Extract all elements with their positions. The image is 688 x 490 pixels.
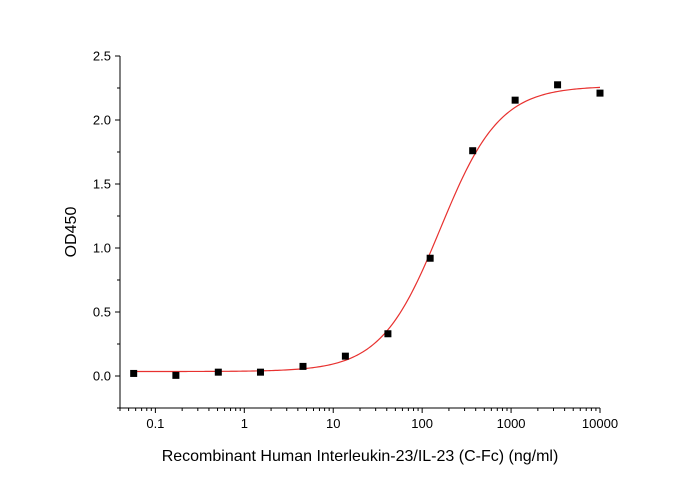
plot-area [130,81,604,379]
data-point [341,352,349,360]
data-point [596,89,604,97]
x-tick-label: 1000 [497,416,526,431]
y-axis-title: OD450 [63,207,80,258]
data-point [426,254,434,262]
y-tick-label: 0.5 [93,305,111,320]
x-tick-label: 10 [326,416,340,431]
fit-curve [133,86,601,373]
y-tick-label: 0.0 [93,369,111,384]
y-tick-label: 2.0 [93,113,111,128]
data-point [384,330,392,338]
data-point [511,96,519,104]
data-point [172,371,180,379]
y-tick-label: 2.5 [93,49,111,64]
y-tick-label: 1.0 [93,241,111,256]
x-tick-label: 10000 [582,416,618,431]
data-point [554,81,562,89]
data-point [256,368,264,376]
x-tick-label: 0.1 [146,416,164,431]
y-ticks: 0.0 0.5 1.0 1.5 2.0 2.5 [93,49,120,409]
x-tick-label: 100 [411,416,433,431]
x-axis-title: Recombinant Human Interleukin-23/IL-23 (… [162,448,559,465]
data-point [299,362,307,370]
data-point [130,369,138,377]
x-axis: 0.1 1 10 100 1000 10000 [119,407,618,431]
y-tick-label: 1.5 [93,177,111,192]
y-axis: 0.0 0.5 1.0 1.5 2.0 2.5 [93,49,121,409]
x-ticks: 0.1 1 10 100 1000 10000 [119,408,618,431]
x-tick-label: 1 [241,416,248,431]
data-point [469,147,477,155]
data-point [214,368,222,376]
data-points [130,81,604,379]
